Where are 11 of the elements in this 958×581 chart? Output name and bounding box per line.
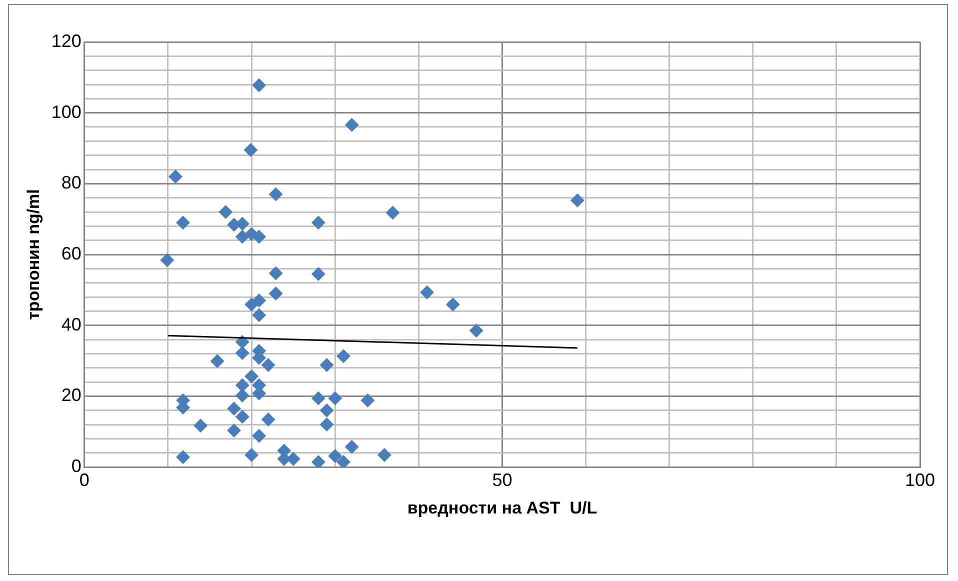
y-tick-label: 60 xyxy=(61,243,82,264)
y-tick-label: 20 xyxy=(61,385,82,406)
y-tick-label: 40 xyxy=(61,314,82,334)
x-tick-label: 50 xyxy=(492,470,512,490)
x-axis-title: вредности на AST U/L xyxy=(407,498,598,518)
y-tick-label: 0 xyxy=(71,456,82,476)
y-tick-label: 120 xyxy=(51,30,82,51)
y-tick-label: 80 xyxy=(61,172,82,193)
x-tick-label: 100 xyxy=(904,470,936,490)
y-tick-label: 100 xyxy=(51,102,82,122)
y-axis-title: тропонин ng/ml xyxy=(24,189,43,320)
